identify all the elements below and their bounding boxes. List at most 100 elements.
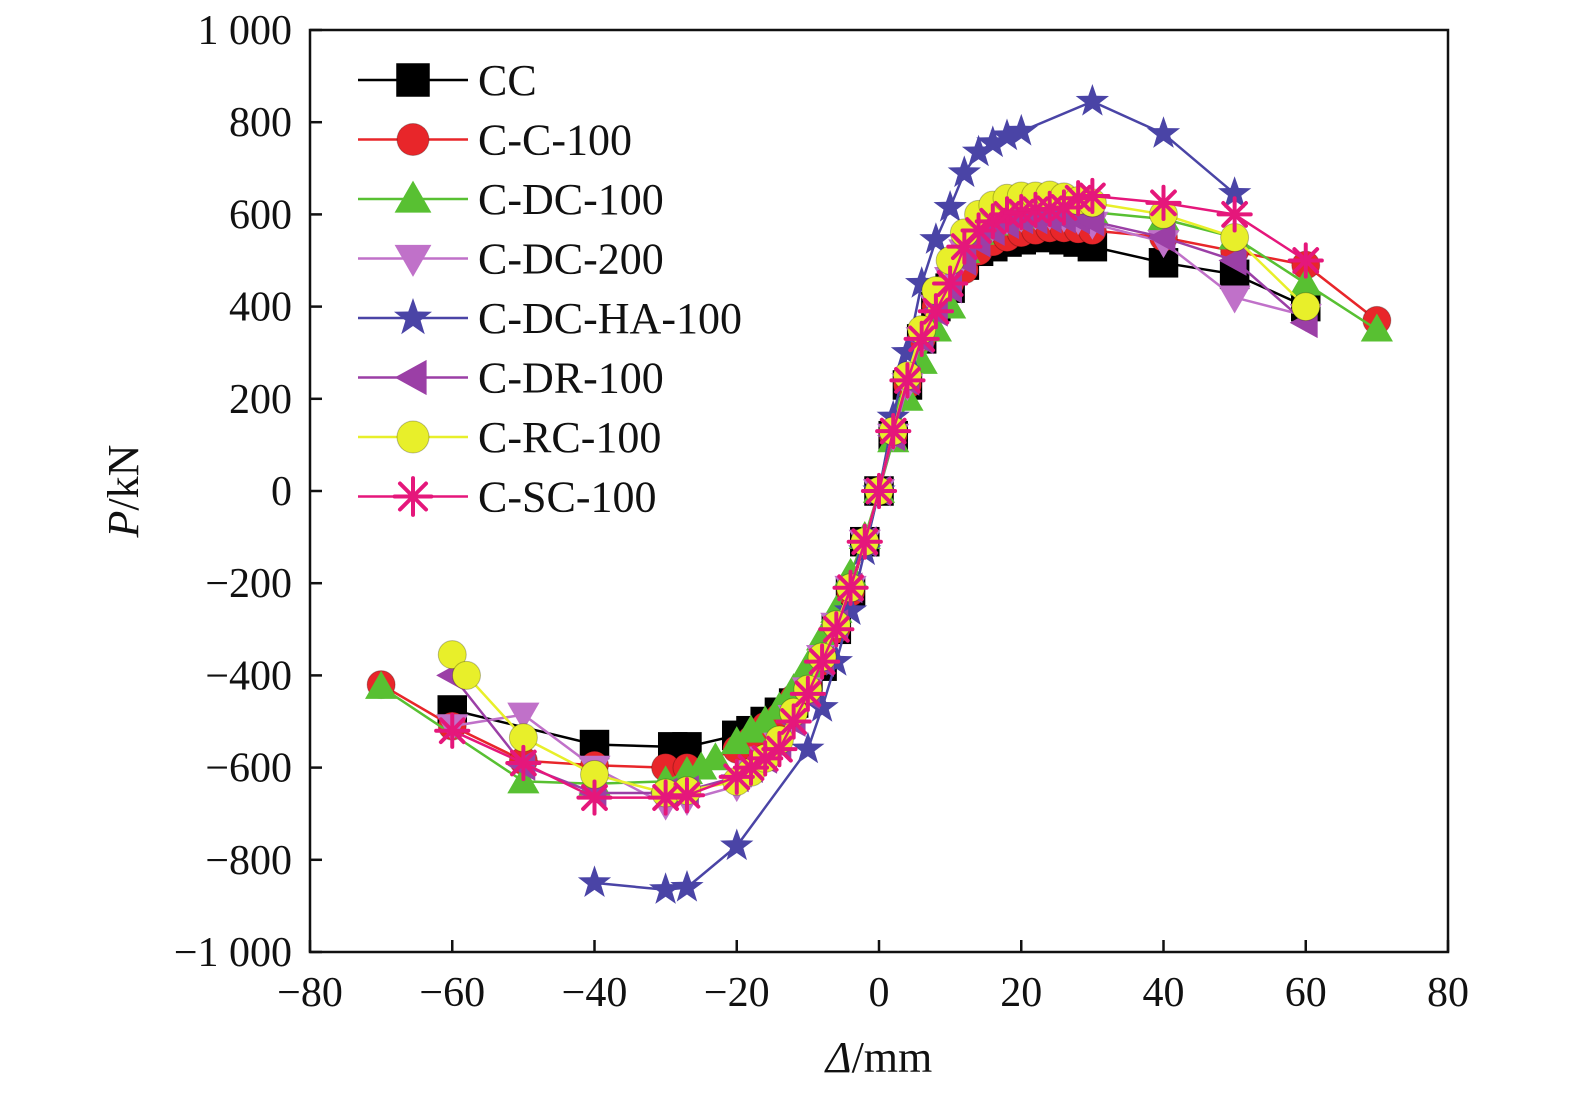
series-c-dc-ha-100 bbox=[577, 84, 1252, 904]
series-layer bbox=[365, 84, 1393, 904]
data-point bbox=[919, 222, 953, 254]
data-point bbox=[976, 125, 1010, 158]
data-point bbox=[1075, 84, 1109, 116]
x-axis-unit: /mm bbox=[852, 1033, 933, 1082]
data-point bbox=[791, 731, 825, 764]
legend-label: C-C-100 bbox=[478, 116, 632, 165]
x-tick-label: −60 bbox=[419, 970, 485, 1016]
data-point bbox=[890, 335, 925, 367]
data-point bbox=[434, 712, 471, 749]
y-tick-label: −600 bbox=[205, 746, 292, 792]
y-tick-label: −400 bbox=[205, 653, 292, 699]
legend-item: C-C-100 bbox=[358, 116, 632, 165]
legend-item: C-DR-100 bbox=[358, 354, 664, 403]
y-tick-label: 400 bbox=[229, 285, 292, 331]
data-point bbox=[946, 228, 983, 265]
legend-marker bbox=[394, 244, 432, 277]
legend: CC C-C-100 C-DC-100 C-DC-200 C-DC-HA-100 C-DR… bbox=[358, 56, 742, 522]
x-tick-label: 20 bbox=[1000, 970, 1042, 1016]
data-point bbox=[576, 779, 613, 816]
data-point bbox=[577, 865, 612, 897]
legend-marker bbox=[394, 359, 427, 396]
data-point bbox=[932, 265, 969, 302]
x-tick-label: −40 bbox=[562, 970, 628, 1016]
legend-item: C-DC-100 bbox=[358, 175, 664, 224]
x-tick-label: −80 bbox=[277, 970, 343, 1016]
y-tick-label: 1 000 bbox=[198, 8, 293, 54]
y-tick-label: 200 bbox=[229, 377, 292, 423]
x-tick-label: 60 bbox=[1285, 970, 1327, 1016]
data-point bbox=[451, 660, 481, 690]
legend-label: C-DC-200 bbox=[478, 235, 664, 284]
data-point bbox=[833, 593, 868, 625]
data-point bbox=[720, 828, 754, 861]
y-tick-label: −200 bbox=[205, 561, 292, 607]
legend-label: C-RC-100 bbox=[478, 413, 661, 462]
data-point bbox=[933, 190, 967, 222]
x-tick-label: 80 bbox=[1427, 970, 1469, 1016]
data-point bbox=[1291, 292, 1321, 322]
data-point bbox=[437, 640, 467, 670]
legend-label: C-DC-100 bbox=[478, 175, 664, 224]
data-point bbox=[761, 731, 798, 768]
data-point bbox=[1004, 113, 1038, 146]
data-point bbox=[1145, 184, 1182, 221]
legend-item: CC bbox=[358, 56, 537, 105]
data-point bbox=[875, 412, 912, 450]
y-tick-label: −800 bbox=[205, 838, 292, 884]
data-point bbox=[1289, 267, 1322, 296]
legend-item: C-RC-100 bbox=[358, 413, 661, 462]
data-point bbox=[917, 293, 954, 330]
data-point bbox=[818, 611, 855, 648]
data-point bbox=[775, 703, 812, 740]
data-point bbox=[1147, 222, 1176, 253]
data-point bbox=[860, 472, 898, 510]
data-point bbox=[505, 744, 542, 782]
legend-label: CC bbox=[478, 56, 537, 105]
data-point bbox=[1287, 242, 1324, 279]
y-tick-label: 0 bbox=[271, 469, 292, 515]
legend-item: C-DC-HA-100 bbox=[358, 294, 742, 343]
data-point bbox=[961, 134, 996, 167]
y-axis-title: P/kN bbox=[99, 445, 148, 539]
legend-label: C-DC-HA-100 bbox=[478, 294, 742, 343]
data-point bbox=[990, 118, 1024, 151]
data-point bbox=[699, 742, 732, 771]
data-point bbox=[1360, 313, 1393, 342]
data-point bbox=[670, 870, 704, 902]
legend-item: C-DC-200 bbox=[358, 235, 664, 284]
data-point bbox=[974, 203, 1011, 240]
legend-marker bbox=[394, 180, 432, 213]
legend-marker bbox=[392, 476, 434, 517]
data-point bbox=[507, 702, 540, 731]
y-tick-label: 600 bbox=[229, 192, 292, 238]
data-point bbox=[685, 751, 718, 780]
y-axis-symbol: P bbox=[99, 511, 148, 539]
legend-marker bbox=[394, 298, 432, 335]
legend-marker bbox=[396, 123, 430, 156]
legend-label: C-SC-100 bbox=[478, 473, 656, 522]
x-tick-label: −20 bbox=[704, 970, 770, 1016]
data-point bbox=[649, 872, 683, 904]
data-point bbox=[832, 569, 869, 606]
data-point bbox=[805, 690, 839, 722]
y-tick-label: −1 000 bbox=[174, 930, 292, 976]
x-tick-label: 40 bbox=[1143, 970, 1185, 1016]
data-point bbox=[1216, 196, 1253, 233]
legend-marker bbox=[396, 420, 430, 454]
data-point bbox=[734, 714, 768, 743]
legend-label: C-DR-100 bbox=[478, 354, 664, 403]
data-point bbox=[1218, 245, 1247, 276]
data-point bbox=[889, 362, 926, 399]
data-point bbox=[905, 266, 939, 298]
data-point bbox=[903, 320, 940, 357]
legend-marker bbox=[396, 63, 430, 97]
data-point bbox=[947, 155, 981, 188]
data-point bbox=[1218, 285, 1251, 314]
data-point bbox=[668, 777, 706, 814]
data-point bbox=[1218, 176, 1252, 208]
y-tick-label: 800 bbox=[229, 100, 292, 146]
x-tick-label: 0 bbox=[869, 970, 890, 1016]
